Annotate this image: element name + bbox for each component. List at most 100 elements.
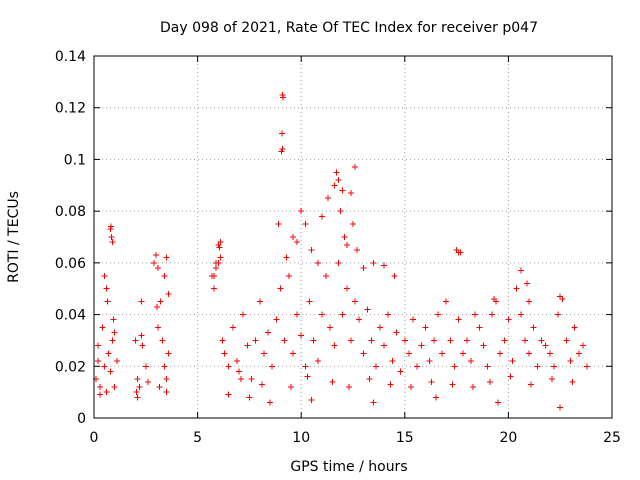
data-point (260, 350, 267, 357)
data-point (108, 234, 115, 240)
data-point (323, 272, 330, 279)
data-point (238, 376, 245, 383)
data-point (329, 378, 336, 385)
data-point (548, 376, 555, 383)
data-point (240, 311, 247, 318)
data-point (107, 368, 114, 375)
data-point (304, 373, 311, 380)
y-tick-labels: 0 0.02 0.04 0.06 0.08 0.1 0.12 0.14 (55, 49, 86, 427)
grid-lines (94, 56, 612, 418)
data-point (101, 272, 108, 279)
data-point (244, 342, 251, 349)
data-point (347, 190, 354, 197)
data-point (103, 285, 110, 292)
data-point (269, 363, 276, 370)
y-tick-label: 0.12 (55, 101, 86, 117)
data-point (139, 342, 146, 349)
data-point (343, 241, 350, 248)
data-point (325, 195, 332, 202)
x-tick-label: 10 (292, 430, 310, 446)
data-point (155, 324, 162, 331)
data-point (95, 342, 102, 349)
x-tick-labels: 0 5 10 15 20 25 (90, 430, 621, 446)
data-point (159, 337, 166, 344)
data-point (470, 383, 477, 390)
data-point (414, 363, 421, 370)
y-axis-label: ROTI / TECUs (6, 191, 22, 283)
y-tick-label: 0.06 (55, 256, 86, 272)
data-point (350, 221, 356, 228)
y-tick-label: 0.1 (64, 152, 86, 168)
data-point (283, 254, 290, 261)
data-point (528, 381, 535, 388)
data-point (333, 169, 340, 176)
data-point (584, 363, 591, 370)
data-point (281, 337, 288, 344)
data-point (457, 249, 464, 256)
data-point (410, 316, 417, 323)
data-point (368, 337, 375, 344)
data-point (372, 363, 379, 370)
data-point (99, 324, 106, 331)
data-point (530, 324, 537, 331)
data-point (161, 363, 168, 370)
data-point (113, 358, 120, 365)
data-point (103, 389, 110, 396)
data-point (294, 239, 301, 246)
data-point (480, 342, 487, 349)
data-point (366, 376, 373, 383)
data-point (233, 358, 240, 365)
data-point (275, 221, 282, 228)
y-tick-label: 0.04 (55, 308, 86, 324)
data-point (211, 285, 218, 292)
data-point (339, 187, 346, 194)
data-point (517, 267, 524, 274)
y-tick-label: 0.14 (55, 49, 86, 65)
data-point (236, 368, 243, 375)
x-tick-label: 20 (499, 430, 517, 446)
data-point (559, 296, 566, 303)
data-point (354, 246, 361, 253)
data-point (216, 244, 223, 251)
data-point (161, 272, 168, 279)
data-point (495, 399, 502, 406)
data-point (217, 239, 224, 246)
data-point (341, 234, 348, 240)
data-point (360, 350, 367, 357)
data-point (278, 148, 285, 155)
data-point (310, 337, 317, 344)
data-point (345, 383, 352, 390)
data-point (163, 389, 170, 396)
x-tick-label: 25 (603, 430, 621, 446)
data-point (156, 383, 163, 390)
data-point (468, 358, 475, 365)
data-point (393, 329, 400, 336)
data-point (165, 350, 172, 357)
y-tick-label: 0.08 (55, 204, 86, 220)
data-point (134, 394, 141, 401)
data-point (157, 298, 164, 305)
data-point (132, 337, 139, 344)
data-point (289, 234, 296, 240)
x-tick-label: 5 (193, 430, 202, 446)
data-point (534, 363, 541, 370)
data-point (277, 285, 284, 292)
data-point (225, 363, 232, 370)
data-point (381, 342, 388, 349)
data-point (555, 311, 562, 318)
data-point (389, 358, 396, 365)
data-point (455, 316, 462, 323)
data-point (397, 368, 404, 375)
data-point (285, 272, 292, 279)
data-point (95, 358, 102, 365)
data-point (459, 350, 466, 357)
data-point (294, 311, 301, 318)
data-point (339, 311, 346, 318)
data-point (302, 221, 309, 228)
data-point (153, 252, 160, 259)
data-point (352, 298, 359, 305)
data-point (439, 350, 446, 357)
data-point (136, 383, 143, 390)
data-point (449, 381, 456, 388)
